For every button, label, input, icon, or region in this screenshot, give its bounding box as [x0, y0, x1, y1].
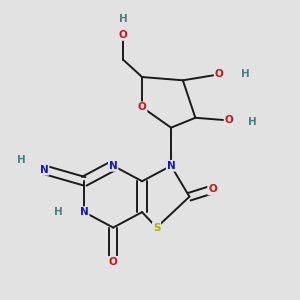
Text: O: O [224, 116, 233, 125]
Text: H: H [241, 69, 250, 80]
Text: N: N [167, 161, 176, 171]
Text: O: O [215, 69, 224, 80]
Text: N: N [109, 161, 118, 171]
Text: N: N [40, 165, 49, 175]
Text: O: O [138, 102, 146, 112]
Text: H: H [248, 117, 256, 127]
Text: H: H [17, 155, 26, 165]
Text: H: H [119, 14, 128, 23]
Text: O: O [208, 184, 217, 194]
Text: S: S [153, 223, 160, 232]
Text: H: H [54, 207, 63, 217]
Text: N: N [80, 207, 88, 217]
Text: O: O [119, 30, 128, 40]
Text: O: O [109, 257, 118, 267]
